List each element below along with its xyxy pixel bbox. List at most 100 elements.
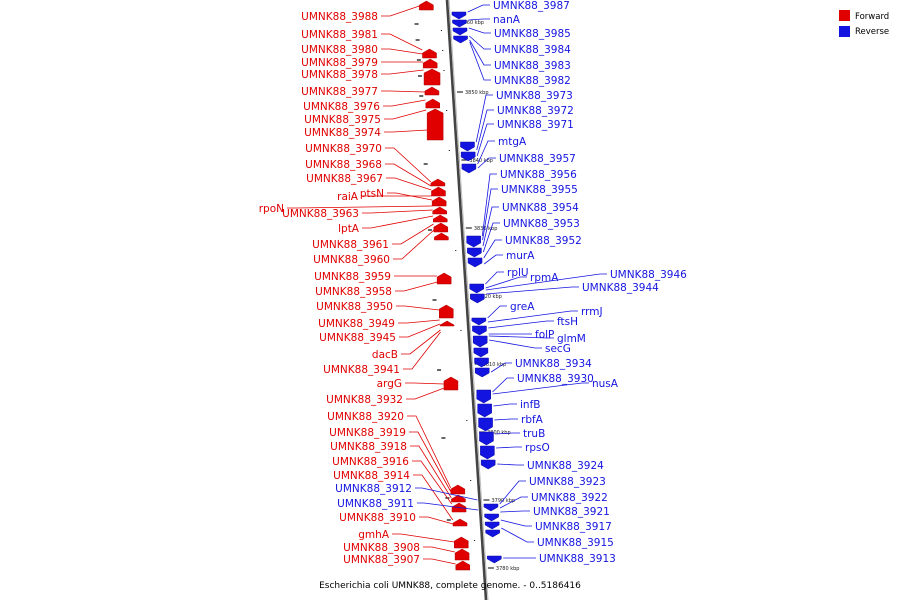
reverse-gene-label[interactable]: UMNK88_3912 <box>335 483 412 495</box>
forward-gene-label[interactable]: UMNK88_3949 <box>318 318 395 330</box>
forward-gene-label[interactable]: raiA <box>337 191 359 203</box>
reverse-gene-label[interactable]: truB <box>523 428 545 440</box>
forward-gene[interactable] <box>431 186 446 197</box>
forward-gene[interactable] <box>455 560 471 571</box>
reverse-gene[interactable] <box>483 503 499 512</box>
reverse-gene[interactable] <box>460 141 475 152</box>
forward-gene-label[interactable]: UMNK88_3932 <box>326 394 403 406</box>
forward-gene-label[interactable]: UMNK88_3974 <box>304 127 381 139</box>
reverse-gene-label[interactable]: secG <box>545 343 571 355</box>
reverse-gene[interactable] <box>480 459 496 470</box>
forward-gene-label[interactable]: UMNK88_3976 <box>303 101 380 113</box>
forward-gene-label[interactable]: UMNK88_3945 <box>319 332 396 344</box>
forward-gene-label[interactable]: UMNK88_3918 <box>330 441 407 453</box>
reverse-gene[interactable] <box>473 347 489 358</box>
forward-gene-label[interactable]: rpoN <box>259 203 284 215</box>
reverse-gene-label[interactable]: UMNK88_3955 <box>501 184 578 196</box>
reverse-gene[interactable] <box>474 367 490 378</box>
forward-gene[interactable] <box>424 86 440 96</box>
reverse-gene[interactable] <box>487 555 502 564</box>
reverse-gene[interactable] <box>474 357 489 368</box>
reverse-gene-label[interactable]: greA <box>510 301 535 313</box>
reverse-gene[interactable] <box>476 389 491 404</box>
reverse-gene-label[interactable]: UMNK88_3956 <box>500 169 577 181</box>
forward-gene[interactable] <box>452 518 468 527</box>
reverse-gene[interactable] <box>472 325 487 336</box>
reverse-gene[interactable] <box>470 293 485 304</box>
forward-gene-label[interactable]: argG <box>377 378 402 390</box>
reverse-gene-label[interactable]: UMNK88_3983 <box>494 60 571 72</box>
forward-gene[interactable] <box>454 548 470 561</box>
reverse-gene-label[interactable]: UMNK88_3953 <box>503 218 580 230</box>
reverse-gene-label[interactable]: UMNK88_3954 <box>502 202 579 214</box>
reverse-gene-label[interactable]: ftsH <box>557 316 578 328</box>
reverse-gene[interactable] <box>477 403 492 418</box>
forward-gene-label[interactable]: UMNK88_3907 <box>343 554 420 566</box>
forward-gene[interactable] <box>433 222 449 233</box>
reverse-gene-label[interactable]: folP <box>535 329 554 341</box>
forward-gene-label[interactable]: UMNK88_3916 <box>332 456 409 468</box>
reverse-gene-label[interactable]: rplU <box>507 267 529 279</box>
forward-gene-label[interactable]: UMNK88_3977 <box>301 86 378 98</box>
forward-gene-label[interactable]: UMNK88_3960 <box>313 254 390 266</box>
reverse-gene-label[interactable]: UMNK88_3934 <box>515 358 592 370</box>
reverse-gene[interactable] <box>471 317 487 326</box>
reverse-gene-label[interactable]: mtgA <box>498 136 527 148</box>
reverse-gene-label[interactable]: UMNK88_3972 <box>497 105 574 117</box>
reverse-gene[interactable] <box>469 283 484 294</box>
reverse-gene-label[interactable]: UMNK88_3917 <box>535 521 612 533</box>
reverse-gene-label[interactable]: UMNK88_3921 <box>533 506 610 518</box>
forward-gene-label[interactable]: UMNK88_3941 <box>323 364 400 376</box>
reverse-gene-label[interactable]: UMNK88_3911 <box>337 498 414 510</box>
forward-gene-label[interactable]: UMNK88_3914 <box>333 470 410 482</box>
reverse-gene-label[interactable]: UMNK88_3973 <box>496 90 573 102</box>
reverse-gene-label[interactable]: UMNK88_3957 <box>499 153 576 165</box>
reverse-gene-label[interactable]: rpsO <box>525 442 550 454</box>
reverse-gene[interactable] <box>480 445 495 460</box>
forward-gene-label[interactable]: UMNK88_3980 <box>301 44 378 56</box>
reverse-gene[interactable] <box>453 35 468 44</box>
forward-gene-label[interactable]: UMNK88_3970 <box>305 143 382 155</box>
forward-gene-label[interactable]: UMNK88_3950 <box>316 301 393 313</box>
reverse-gene[interactable] <box>472 335 488 348</box>
reverse-gene[interactable] <box>484 513 499 522</box>
forward-gene-label[interactable]: UMNK88_3979 <box>301 57 378 69</box>
forward-gene[interactable] <box>432 206 447 215</box>
forward-gene[interactable] <box>439 320 455 327</box>
reverse-gene[interactable] <box>452 19 467 28</box>
reverse-gene-label[interactable]: UMNK88_3930 <box>517 373 594 385</box>
forward-gene-label[interactable]: UMNK88_3920 <box>327 411 404 423</box>
reverse-gene-label[interactable]: UMNK88_3923 <box>529 476 606 488</box>
reverse-gene[interactable] <box>460 151 476 162</box>
forward-gene-label[interactable]: UMNK88_3978 <box>301 69 378 81</box>
forward-gene-label[interactable]: UMNK88_3908 <box>343 542 420 554</box>
reverse-gene[interactable] <box>478 417 493 432</box>
forward-gene-label[interactable]: gmhA <box>358 529 390 541</box>
reverse-gene-label[interactable]: UMNK88_3915 <box>537 537 614 549</box>
reverse-gene-label[interactable]: UMNK88_3922 <box>531 492 608 504</box>
forward-gene-label[interactable]: dacB <box>372 349 398 361</box>
reverse-gene[interactable] <box>467 247 482 258</box>
forward-gene-label[interactable]: UMNK88_3919 <box>329 427 406 439</box>
reverse-gene[interactable] <box>466 235 481 248</box>
forward-gene-label[interactable]: UMNK88_3959 <box>314 271 391 283</box>
reverse-gene[interactable] <box>461 163 477 174</box>
reverse-gene[interactable] <box>452 27 468 36</box>
reverse-gene-label[interactable]: glmM <box>557 333 586 345</box>
forward-gene[interactable] <box>432 214 448 223</box>
forward-gene-label[interactable]: ptsN <box>360 188 384 200</box>
reverse-gene[interactable] <box>467 257 483 268</box>
reverse-gene-label[interactable]: UMNK88_3952 <box>505 235 582 247</box>
reverse-gene-label[interactable]: UMNK88_3946 <box>610 269 687 281</box>
reverse-gene-label[interactable]: UMNK88_3913 <box>539 553 616 565</box>
forward-gene[interactable] <box>434 232 449 241</box>
reverse-gene-label[interactable]: UMNK88_3971 <box>497 119 574 131</box>
reverse-gene-label[interactable]: murA <box>506 250 535 262</box>
forward-gene-label[interactable]: UMNK88_3967 <box>306 173 383 185</box>
reverse-gene-label[interactable]: UMNK88_3984 <box>494 44 571 56</box>
forward-gene[interactable] <box>422 48 437 59</box>
forward-gene-label[interactable]: UMNK88_3988 <box>301 11 378 23</box>
reverse-gene[interactable] <box>451 11 467 20</box>
forward-gene-label[interactable]: lptA <box>338 223 360 235</box>
forward-gene[interactable] <box>422 58 438 69</box>
